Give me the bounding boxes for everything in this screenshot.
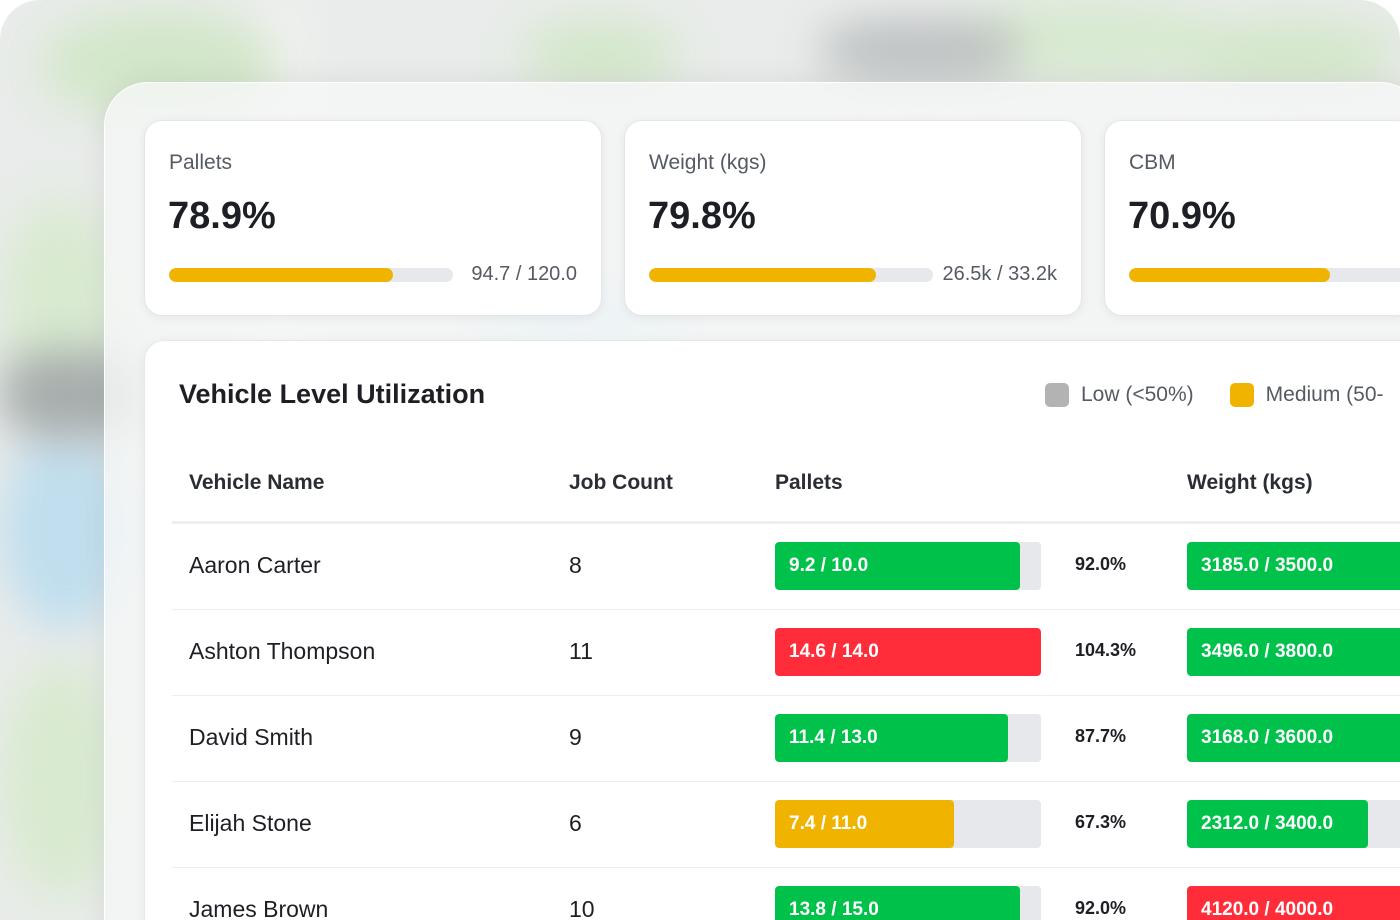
kpi-progress-bar [169,268,453,282]
job-count: 8 [569,552,582,578]
legend-item-medium: Medium (50- [1229,383,1384,407]
table-row[interactable]: David Smith 9 11.4 / 13.0 87.7% 3168.0 / 360… [145,696,1400,782]
vehicle-name: James Brown [189,896,329,920]
kpi-card-weight: Weight (kgs) 79.8% 26.5k / 33.2k [624,120,1082,316]
kpi-label: Pallets [169,151,233,174]
weight-utilization-bar: 4120.0 / 4000.0 [1187,886,1400,920]
vehicle-name: David Smith [189,724,313,750]
job-count: 10 [569,896,595,920]
kpi-value: 70.9% [1128,195,1236,237]
column-header-weight[interactable]: Weight (kgs) [1187,471,1313,494]
kpi-label: CBM [1129,151,1176,174]
legend-label: Low (<50%) [1081,383,1194,406]
bar-fill [1187,628,1400,676]
bar-fill [775,542,1020,590]
vehicle-utilization-panel: Vehicle Level Utilization Low (<50%) Med… [144,340,1400,920]
legend-swatch-medium [1229,383,1254,407]
weight-utilization-bar: 3496.0 / 3800.0 [1187,628,1400,676]
vehicle-name: Aaron Carter [189,552,321,578]
pallets-percent: 92.0% [1075,554,1127,574]
legend-item-low: Low (<50%) [1045,383,1194,407]
pallets-utilization-bar: 13.8 / 15.0 [775,886,1041,920]
pallets-utilization-bar: 14.6 / 14.0 [775,628,1041,676]
row-divider [172,780,1400,782]
job-count: 6 [569,810,582,836]
pallets-percent: 67.3% [1075,812,1127,832]
column-header-vehicle-name[interactable]: Vehicle Name [189,471,325,494]
bar-label: 9.2 / 10.0 [789,555,869,576]
panel-title: Vehicle Level Utilization [179,379,486,409]
column-header-pallets[interactable]: Pallets [775,471,843,494]
kpi-progress-bar [1129,268,1400,282]
legend-swatch-low [1045,383,1069,407]
bar-label: 3496.0 / 3800.0 [1201,641,1334,662]
weight-utilization-bar: 2312.0 / 3400.0 [1187,800,1400,848]
bar-fill [775,714,1009,762]
column-header-job-count[interactable]: Job Count [569,471,673,494]
bar-label: 13.8 / 15.0 [789,899,879,920]
bar-fill [1187,886,1400,920]
kpi-value: 78.9% [168,195,276,237]
bar-label: 3168.0 / 3600.0 [1201,727,1334,748]
header-divider [172,521,1400,524]
pallets-utilization-bar: 7.4 / 11.0 [775,800,1041,848]
kpi-card-pallets: Pallets 78.9% 94.7 / 120.0 [144,120,602,316]
table-row[interactable]: Aaron Carter 8 9.2 / 10.0 92.0% 3185.0 / 350… [145,524,1400,610]
bar-label: 4120.0 / 4000.0 [1201,899,1334,920]
bar-fill [1187,800,1368,848]
table-row[interactable]: Elijah Stone 6 7.4 / 11.0 67.3% 2312.0 / 340… [145,782,1400,868]
kpi-progress-bar [649,268,933,282]
vehicle-name: Elijah Stone [189,810,312,836]
bar-fill [775,800,955,848]
weight-utilization-bar: 3168.0 / 3600.0 [1187,714,1400,762]
pallets-percent: 92.0% [1075,898,1127,918]
bar-fill [1187,542,1400,590]
bar-label: 7.4 / 11.0 [789,813,868,834]
table-row[interactable]: Ashton Thompson 11 14.6 / 14.0 104.3% 3496.0… [145,610,1400,696]
row-divider [172,694,1400,696]
kpi-ratio: 26.5k / 33.2k [942,263,1057,285]
bar-label: 14.6 / 14.0 [789,641,879,662]
kpi-progress-fill [1129,268,1331,282]
table-row[interactable]: James Brown 10 13.8 / 15.0 92.0% 4120.0 / 40… [145,868,1400,920]
pallets-percent: 104.3% [1075,640,1137,660]
pallets-utilization-bar: 9.2 / 10.0 [775,542,1041,590]
kpi-progress-fill [649,268,876,282]
vehicle-name: Ashton Thompson [189,638,376,664]
bar-label: 11.4 / 13.0 [789,727,878,748]
legend-label: Medium (50- [1265,383,1384,406]
kpi-value: 79.8% [648,195,756,237]
legend: Low (<50%) Medium (50- [1045,383,1384,407]
row-divider [172,608,1400,610]
kpi-ratio: 94.7 / 120.0 [471,263,577,285]
bar-fill [1187,714,1400,762]
weight-utilization-bar: 3185.0 / 3500.0 [1187,542,1400,590]
job-count: 11 [569,638,593,664]
bar-fill [775,886,1020,920]
kpi-label: Weight (kgs) [649,151,767,174]
job-count: 9 [569,724,582,750]
kpi-progress-fill [169,268,394,282]
bar-label: 2312.0 / 3400.0 [1201,813,1334,834]
bar-fill [775,628,1041,676]
row-divider [172,866,1400,868]
pallets-utilization-bar: 11.4 / 13.0 [775,714,1041,762]
kpi-card-cbm: CBM 70.9% [1104,120,1400,316]
bar-label: 3185.0 / 3500.0 [1201,555,1334,576]
pallets-percent: 87.7% [1075,726,1127,746]
